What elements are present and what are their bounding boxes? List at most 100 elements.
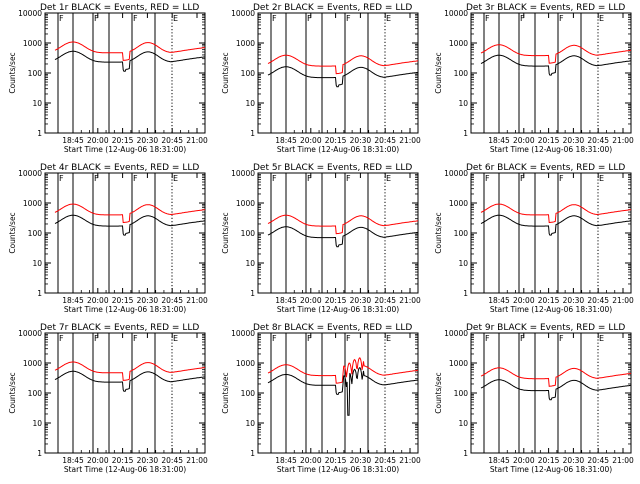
x-tick-label: 20:15	[538, 296, 560, 305]
flag-label: F	[133, 334, 138, 343]
y-tick-label: 1000	[449, 359, 468, 368]
x-axis-label: Start Time (12-Aug-06 18:31:00)	[64, 305, 186, 314]
y-tick-label: 100	[241, 69, 256, 78]
x-axis-label: Start Time (12-Aug-06 18:31:00)	[277, 305, 399, 314]
y-axis-label: Counts/sec	[221, 52, 230, 93]
x-tick-label: 20:00	[513, 296, 535, 305]
y-axis-label: Counts/sec	[221, 372, 230, 413]
y-tick-label: 1000	[236, 359, 255, 368]
plot-frame	[470, 332, 632, 454]
y-tick-label: 1000	[23, 199, 42, 208]
series-events	[54, 50, 206, 72]
y-tick-label: 10	[245, 99, 255, 108]
series-events	[480, 214, 632, 236]
y-tick-label: 10000	[444, 169, 468, 178]
panel-title: Det 9r BLACK = Events, RED = LLD	[466, 323, 625, 333]
x-tick-label: 20:30	[137, 296, 159, 305]
x-tick-label: 20:45	[161, 296, 183, 305]
y-tick-label: 10	[458, 419, 468, 428]
flag-label: E	[173, 334, 178, 343]
flag-label: F	[94, 14, 99, 23]
plot-frame	[44, 172, 206, 294]
panel-title: Det 2r BLACK = Events, RED = LLD	[253, 3, 412, 13]
panel-det-7: Det 7r BLACK = Events, RED = LLD 1 10 100 10…	[8, 323, 208, 474]
series-lld	[480, 367, 632, 387]
y-axis-label: Counts/sec	[8, 212, 17, 253]
x-tick-label: 21:00	[186, 296, 208, 305]
plot-frame	[470, 12, 632, 134]
y-tick-label: 10	[32, 99, 42, 108]
y-tick-label: 10	[458, 99, 468, 108]
series-lld	[267, 214, 419, 235]
y-tick-label: 10	[245, 419, 255, 428]
x-tick-label: 18:45	[62, 456, 84, 465]
flag-label: F	[307, 174, 312, 183]
y-tick-label: 1	[37, 129, 42, 138]
x-tick-label: 18:45	[488, 296, 510, 305]
x-tick-label: 18:45	[275, 296, 297, 305]
x-tick-label: 20:15	[325, 456, 347, 465]
series-lld	[54, 203, 205, 223]
flag-label: E	[599, 14, 604, 23]
y-tick-label: 1	[37, 449, 42, 458]
x-tick-label: 20:00	[87, 456, 109, 465]
y-tick-label: 1	[463, 449, 468, 458]
flag-label: F	[59, 14, 64, 23]
panel-det-3: Det 3r BLACK = Events, RED = LLD 1 10 100 10…	[434, 3, 634, 154]
y-tick-label: 1	[37, 289, 42, 298]
panel-title: Det 3r BLACK = Events, RED = LLD	[466, 3, 625, 13]
x-tick-label: 20:15	[112, 136, 134, 145]
x-tick-label: 20:00	[513, 456, 535, 465]
x-tick-label: 20:30	[137, 136, 159, 145]
series-events	[267, 226, 419, 248]
y-tick-label: 10	[32, 259, 42, 268]
x-tick-label: 20:30	[350, 296, 372, 305]
x-tick-label: 18:45	[62, 296, 84, 305]
x-tick-label: 20:30	[137, 456, 159, 465]
y-tick-label: 10	[245, 259, 255, 268]
flag-label: F	[133, 174, 138, 183]
y-tick-label: 1	[250, 449, 255, 458]
y-tick-label: 10	[32, 419, 42, 428]
y-tick-label: 10000	[18, 9, 42, 18]
x-tick-label: 21:00	[612, 296, 634, 305]
y-tick-label: 1	[463, 129, 468, 138]
x-tick-label: 20:15	[112, 296, 134, 305]
flag-label: F	[485, 334, 490, 343]
plot-frame	[470, 172, 632, 294]
x-tick-label: 18:45	[275, 136, 297, 145]
x-tick-label: 21:00	[399, 136, 421, 145]
panel-title: Det 8r BLACK = Events, RED = LLD	[253, 323, 412, 333]
flag-label: E	[599, 174, 604, 183]
y-tick-label: 10	[458, 259, 468, 268]
x-tick-label: 20:30	[350, 456, 372, 465]
y-tick-label: 100	[241, 389, 256, 398]
x-tick-label: 21:00	[612, 136, 634, 145]
flag-label: E	[386, 174, 391, 183]
flag-label: F	[485, 174, 490, 183]
x-tick-label: 20:30	[563, 296, 585, 305]
x-tick-label: 18:45	[488, 456, 510, 465]
x-tick-label: 18:45	[488, 136, 510, 145]
flag-label: E	[173, 174, 178, 183]
flag-label: F	[307, 14, 312, 23]
plot-frame	[44, 332, 206, 454]
flag-label: F	[346, 14, 351, 23]
series-events	[480, 379, 632, 401]
panel-title: Det 6r BLACK = Events, RED = LLD	[466, 163, 625, 173]
flag-label: F	[94, 174, 99, 183]
y-tick-label: 10000	[231, 329, 255, 338]
flag-label: F	[485, 14, 490, 23]
x-tick-label: 20:45	[374, 456, 396, 465]
flag-label: E	[386, 334, 391, 343]
flag-label: F	[59, 174, 64, 183]
x-tick-label: 21:00	[399, 456, 421, 465]
y-tick-label: 1000	[449, 199, 468, 208]
y-axis-label: Counts/sec	[434, 212, 443, 253]
x-axis-label: Start Time (12-Aug-06 18:31:00)	[277, 465, 399, 474]
y-tick-label: 10000	[444, 329, 468, 338]
y-tick-label: 100	[241, 229, 256, 238]
flag-label: F	[346, 334, 351, 343]
